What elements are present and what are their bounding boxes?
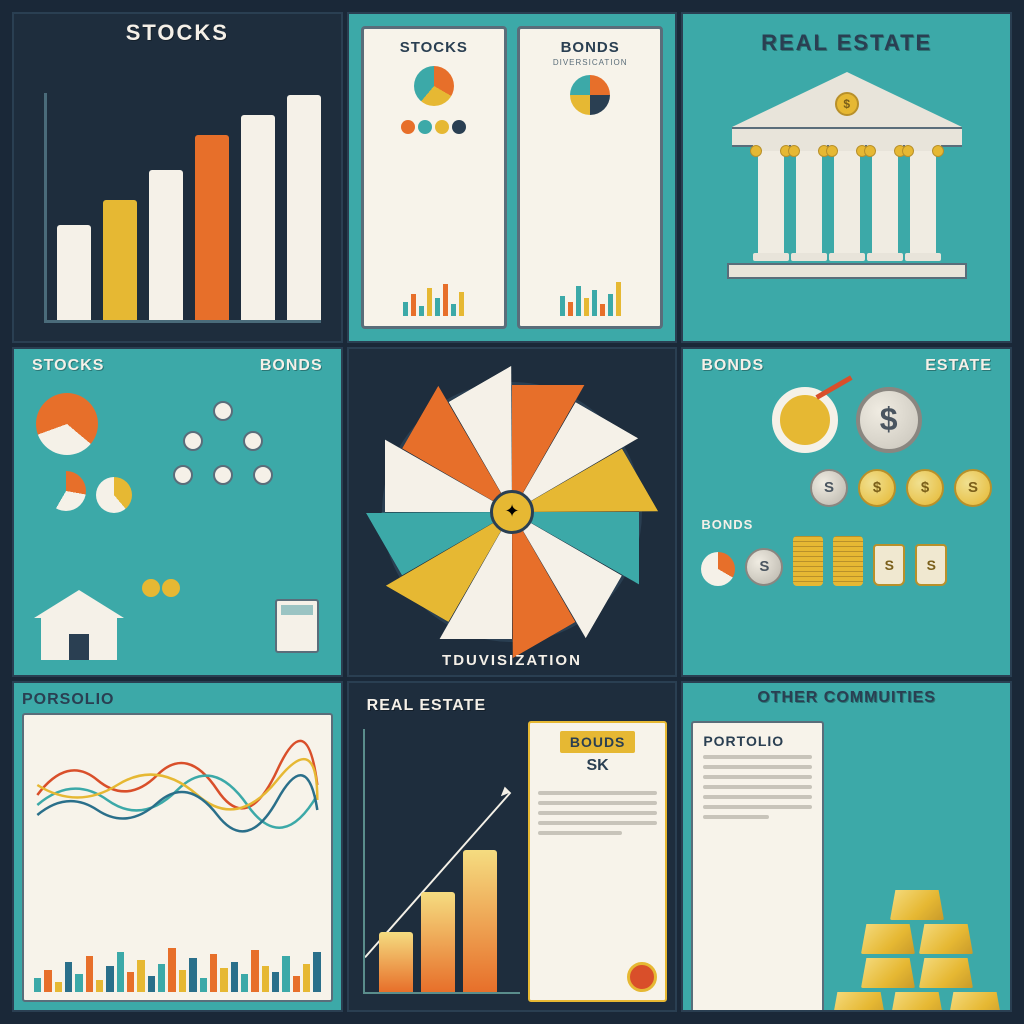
money-jar-icon: S <box>873 544 905 586</box>
real-estate-title: REAL ESTATE <box>761 24 932 62</box>
p4-stocks-label: STOCKS <box>32 357 104 375</box>
bar-3 <box>149 170 183 320</box>
doc-bonds-title: BONDS <box>561 39 620 56</box>
calculator-icon <box>275 599 319 653</box>
panel-documents: STOCKS BONDS DIVERSICATION <box>347 12 678 343</box>
doc-stocks-title: STOCKS <box>400 39 468 56</box>
mini-pie-icon <box>701 552 735 586</box>
doc-mini-bars <box>403 280 464 316</box>
doc-bonds-sub: DIVERSICATION <box>553 58 628 67</box>
mini-pie-icon <box>414 66 454 106</box>
doc-mini-bars-2 <box>560 280 621 316</box>
pie-icon-3 <box>96 477 132 513</box>
panel-bank: REAL ESTATE $ <box>681 12 1012 343</box>
seal-icon <box>627 962 657 992</box>
mini-pie-icon-2 <box>570 75 610 115</box>
dollar-coin-icon: $ <box>856 387 922 453</box>
p6-bonds-label: BONDS <box>701 357 764 375</box>
p6-estate-label: ESTATE <box>925 357 992 375</box>
coin-icon: $ <box>835 92 859 116</box>
p9-title: OTHER COMMUITIES <box>683 683 1010 713</box>
wheel-label: TDUVISIZATION <box>349 652 676 669</box>
growth-chart <box>363 729 520 994</box>
panel-stocks-bonds-icons: STOCKS BONDS <box>12 347 343 678</box>
coin-stack-icon <box>833 536 863 586</box>
doc-sub: SK <box>587 757 609 775</box>
coin-icon: S <box>745 548 783 586</box>
bar-6 <box>287 95 321 320</box>
panel-portfolio-lines: PORSOLIO <box>12 681 343 1012</box>
sheet9-title: PORTOLIO <box>703 733 812 749</box>
text-lines-icon <box>538 785 657 841</box>
pie-icon-2 <box>46 471 86 511</box>
porsolio-title: PORSOLIO <box>22 691 333 709</box>
network-icon <box>173 401 273 491</box>
pie-icon-1 <box>36 393 98 455</box>
doc-badge: BOUDS <box>560 731 636 753</box>
panel-gold: OTHER COMMUITIES PORTOLIO <box>681 681 1012 1012</box>
coin-stack-icon <box>793 536 823 586</box>
portfolio-sheet <box>22 713 333 1002</box>
target-icon <box>772 387 838 453</box>
bank-building-icon: $ <box>732 72 962 279</box>
infographic-grid: STOCKS STOCKS <box>12 12 1012 1012</box>
p4-bonds-label: BONDS <box>260 357 323 375</box>
bar-chart <box>44 93 321 323</box>
panel-stocks-bars: STOCKS <box>12 12 343 343</box>
line-chart-icon <box>34 725 321 845</box>
bar-5 <box>241 115 275 320</box>
stocks-title: STOCKS <box>14 14 341 52</box>
p8-title: REAL ESTATE <box>357 691 668 721</box>
wheel-hub-icon: ✦ <box>490 490 534 534</box>
bar-4 <box>195 135 229 320</box>
bonds-sublabel: BONDS <box>701 517 992 532</box>
bonds-certificate: BOUDS SK <box>528 721 667 1002</box>
house-icon <box>34 590 124 655</box>
bar-1 <box>57 225 91 320</box>
coin-icon: S <box>954 469 992 507</box>
money-jar-icon: S <box>915 544 947 586</box>
panel-real-estate-chart: REAL ESTATE BOUDS SK <box>347 681 678 1012</box>
coin-icon: $ <box>906 469 944 507</box>
coin-icon: $ <box>858 469 896 507</box>
text-lines-icon <box>703 755 812 819</box>
panel-wheel: ✦ TDUVISIZATION <box>347 347 678 678</box>
doc-stocks: STOCKS <box>361 26 507 329</box>
coin-icon: S <box>810 469 848 507</box>
bar-2 <box>103 200 137 320</box>
mini-bar-chart <box>34 944 321 992</box>
portfolio-doc: PORTOLIO <box>691 721 824 1012</box>
doc-bonds: BONDS DIVERSICATION <box>517 26 663 329</box>
gold-bars-icon <box>832 721 1002 1012</box>
panel-coins: BONDS ESTATE $ S $ $ S BONDS S S S <box>681 347 1012 678</box>
